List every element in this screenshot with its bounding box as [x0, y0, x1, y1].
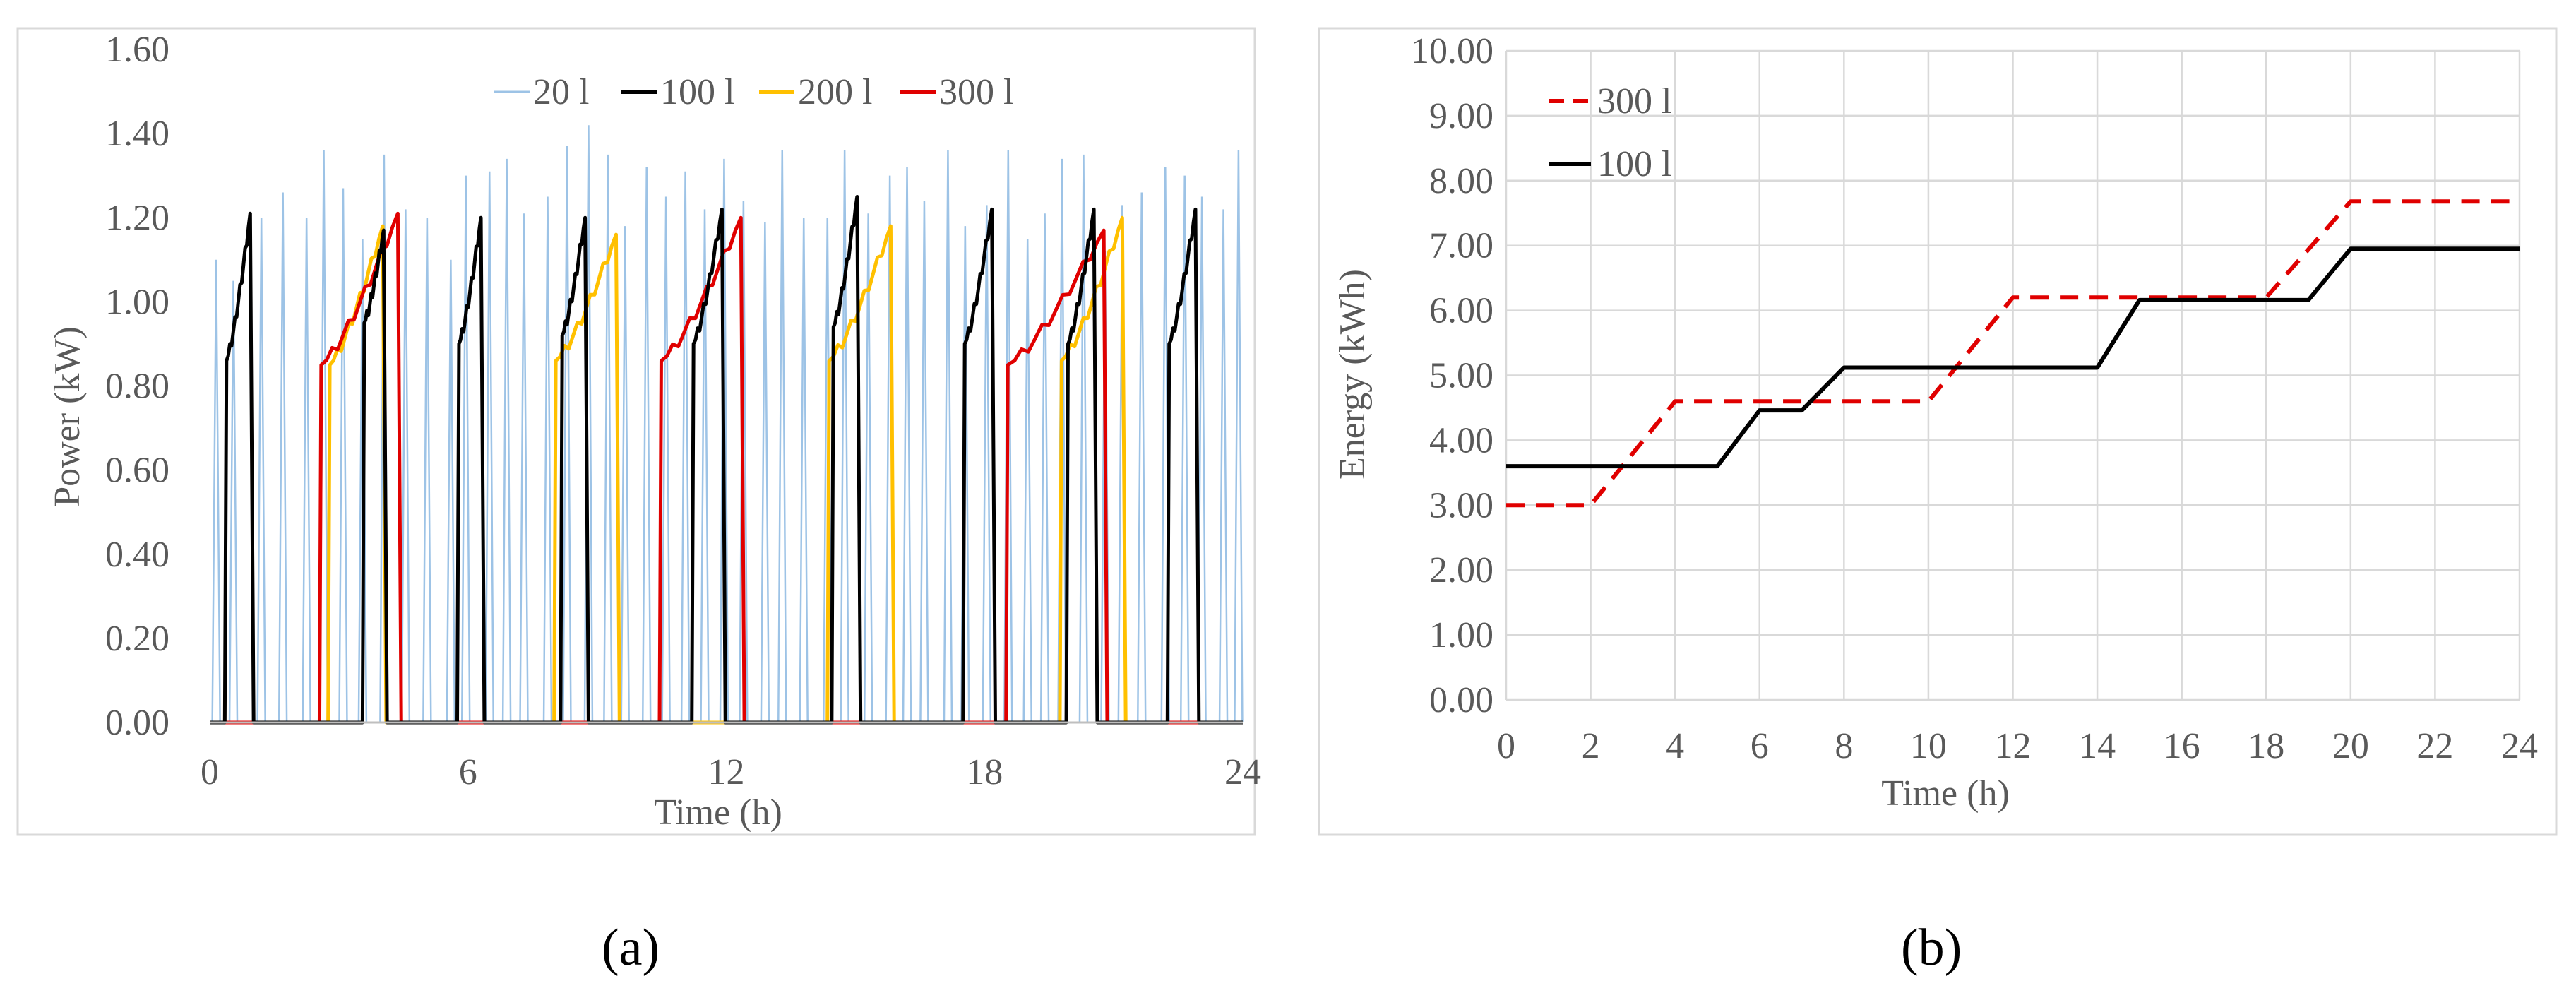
chart-b-x-tick-label: 18	[2248, 726, 2284, 766]
chart-a-y-tick-label: 0.00	[105, 703, 169, 743]
chart-b-x-tick-label: 24	[2501, 726, 2538, 766]
chart-a-y-tick-label: 1.20	[105, 198, 169, 238]
chart-a-x-axis-label: Time (h)	[654, 792, 782, 833]
chart-a-y-tick-label: 0.80	[105, 367, 169, 407]
chart-b-series-100l-line	[1506, 246, 2520, 469]
chart-b-x-tick-label: 6	[1751, 726, 1769, 766]
chart-b-x-tick-label: 4	[1666, 726, 1684, 766]
chart-b-x-tick-label: 0	[1497, 726, 1515, 766]
chart-a-y-axis-label: Power (kW)	[47, 326, 88, 507]
chart-b-series-300l-line	[1506, 199, 2520, 508]
chart-a-legend-label: 20 l	[533, 72, 589, 112]
chart-a-y-axis: 0.00 0.20 0.40 0.60 0.80 1.00 1.20 1.40 1.60	[105, 30, 169, 743]
chart-b-legend-label: 100 l	[1597, 144, 1671, 184]
chart-b-y-tick-label: 7.00	[1429, 226, 1493, 266]
chart-b-y-tick-label: 2.00	[1429, 550, 1493, 590]
chart-b-y-tick-label: 1.00	[1429, 615, 1493, 655]
chart-b-y-tick-label: 10.00	[1411, 31, 1493, 71]
panel-label-a: (a)	[602, 919, 660, 977]
chart-b-y-tick-label: 8.00	[1429, 161, 1493, 201]
chart-a-legend-label: 200 l	[798, 72, 872, 112]
chart-b-y-axis: 0.00 1.00 2.00 3.00 4.00 5.00 6.00 7.00 8.00 9.00…	[1411, 31, 1493, 720]
chart-b-frame	[1318, 27, 2558, 836]
panel-label-b: (b)	[1901, 919, 1962, 977]
chart-a-x-tick-label: 18	[966, 752, 1003, 792]
chart-b-y-tick-label: 0.00	[1429, 680, 1493, 720]
chart-a-y-tick-label: 0.40	[105, 535, 169, 575]
chart-b-y-tick-label: 3.00	[1429, 485, 1493, 525]
chart-b-panel: 0.00 1.00 2.00 3.00 4.00 5.00 6.00 7.00 8.00 9.00…	[1318, 27, 2558, 836]
chart-a-x-tick-label: 6	[459, 752, 477, 792]
chart-a-x-tick-label: 0	[201, 752, 219, 792]
chart-a-series-300l-line	[210, 211, 1243, 725]
chart-b-y-tick-label: 5.00	[1429, 356, 1493, 396]
chart-b-y-tick-label: 6.00	[1429, 291, 1493, 331]
chart-b-plot-area	[1506, 199, 2520, 508]
chart-a-panel: 0.00 0.20 0.40 0.60 0.80 1.00 1.20 1.40 1.60 0 6 1…	[16, 27, 1261, 836]
chart-b-x-tick-label: 10	[1910, 726, 1947, 766]
chart-b-x-axis-label: Time (h)	[1881, 773, 2010, 814]
chart-a-y-tick-label: 1.60	[105, 30, 169, 70]
chart-b-x-axis: 0 2 4 6 8 10 12 14 16 18 20 22 24	[1497, 726, 2538, 766]
chart-a-legend-label: 100 l	[660, 72, 734, 112]
chart-b-x-tick-label: 16	[2164, 726, 2200, 766]
chart-b-x-tick-label: 2	[1582, 726, 1600, 766]
chart-b-x-tick-label: 12	[1995, 726, 2032, 766]
chart-a-series-100l-line	[210, 194, 1243, 725]
chart-a-legend: 20 l 100 l 200 l 300 l	[494, 72, 1013, 112]
chart-a-y-tick-label: 0.20	[105, 619, 169, 659]
chart-b-y-tick-label: 9.00	[1429, 96, 1493, 136]
chart-b-x-tick-label: 14	[2079, 726, 2116, 766]
chart-b-x-tick-label: 8	[1835, 726, 1853, 766]
chart-a-y-tick-label: 1.40	[105, 114, 169, 154]
chart-a-legend-label: 300 l	[939, 72, 1013, 112]
chart-a-x-tick-label: 12	[708, 752, 745, 792]
chart-b-gridlines	[1505, 49, 2521, 701]
chart-b-y-axis-label: Energy (kWh)	[1332, 269, 1373, 480]
chart-b-legend-label: 300 l	[1597, 81, 1671, 121]
chart-b-x-tick-label: 20	[2332, 726, 2369, 766]
chart-b-x-tick-label: 22	[2416, 726, 2453, 766]
chart-b-y-tick-label: 4.00	[1429, 420, 1493, 460]
chart-a-x-tick-label: 24	[1224, 752, 1261, 792]
chart-a-x-axis: 0 6 12 18 24	[201, 752, 1261, 792]
chart-a-y-tick-label: 0.60	[105, 451, 169, 491]
chart-b-legend: 300 l 100 l	[1549, 81, 1671, 184]
chart-a-y-tick-label: 1.00	[105, 282, 169, 322]
